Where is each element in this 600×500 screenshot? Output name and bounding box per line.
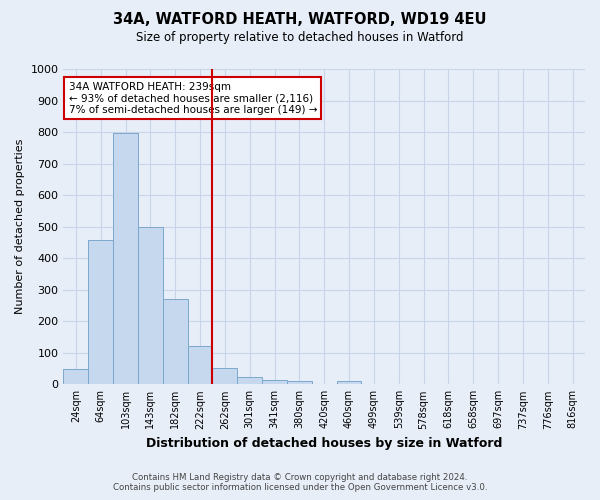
Text: Contains HM Land Registry data © Crown copyright and database right 2024.
Contai: Contains HM Land Registry data © Crown c… [113, 473, 487, 492]
Bar [113, 134, 138, 384]
Bar [337, 382, 361, 384]
Bar [88, 240, 113, 384]
Text: Size of property relative to detached houses in Watford: Size of property relative to detached ho… [136, 31, 464, 44]
Bar [64, 369, 88, 384]
Bar [212, 368, 237, 384]
Bar [287, 381, 312, 384]
Bar [262, 380, 287, 384]
X-axis label: Distribution of detached houses by size in Watford: Distribution of detached houses by size … [146, 437, 502, 450]
Y-axis label: Number of detached properties: Number of detached properties [15, 139, 25, 314]
Text: 34A WATFORD HEATH: 239sqm
← 93% of detached houses are smaller (2,116)
7% of sem: 34A WATFORD HEATH: 239sqm ← 93% of detac… [68, 82, 317, 115]
Bar [188, 346, 212, 385]
Bar [138, 226, 163, 384]
Bar [163, 299, 188, 384]
Bar [237, 378, 262, 384]
Text: 34A, WATFORD HEATH, WATFORD, WD19 4EU: 34A, WATFORD HEATH, WATFORD, WD19 4EU [113, 12, 487, 28]
